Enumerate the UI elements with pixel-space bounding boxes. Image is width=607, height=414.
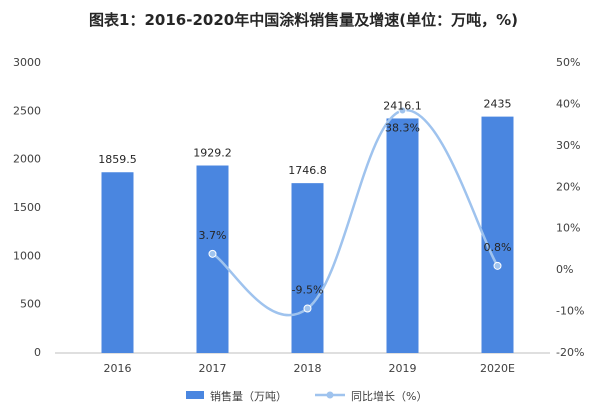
bar-2019	[386, 118, 419, 353]
bar-value-label: 1859.5	[98, 153, 137, 166]
x-tick-label: 2019	[389, 362, 417, 375]
y-left-tick-label: 2500	[13, 104, 41, 117]
bar-value-label: 1929.2	[193, 147, 232, 160]
growth-value-label: -9.5%	[292, 284, 324, 297]
legend-bar-swatch	[186, 391, 204, 399]
y-right-tick-label: -20%	[556, 346, 584, 359]
bar-2017	[196, 165, 229, 353]
y-left-tick-label: 1500	[13, 201, 41, 214]
y-right-tick-label: 20%	[556, 180, 580, 193]
y-left-tick-label: 1000	[13, 249, 41, 262]
legend-line-label: 同比增长（%）	[351, 389, 427, 403]
growth-point-2017	[208, 249, 217, 258]
x-tick-label: 2018	[294, 362, 322, 375]
legend-bar-label: 销售量（万吨）	[210, 389, 287, 403]
x-tick-label: 2016	[104, 362, 132, 375]
y-right-tick-label: 40%	[556, 97, 580, 110]
y-right-tick-label: 10%	[556, 222, 580, 235]
growth-value-label: 0.8%	[484, 241, 512, 254]
y-right-tick-label: 50%	[556, 56, 580, 69]
bar-value-label: 1746.8	[288, 164, 327, 177]
y-left-tick-label: 3000	[13, 56, 41, 69]
chart-title: 图表1：2016-2020年中国涂料销售量及增速(单位：万吨，%)	[89, 11, 518, 29]
growth-point-2019	[398, 106, 407, 115]
growth-value-label: 38.3%	[385, 121, 420, 134]
x-tick-label: 2020E	[480, 362, 515, 375]
y-left-tick-label: 2000	[13, 153, 41, 166]
bar-2018	[291, 183, 324, 353]
growth-point-2020E	[493, 261, 502, 270]
y-right-tick-label: 0%	[556, 263, 573, 276]
y-left-tick-label: 500	[20, 298, 41, 311]
growth-point-2018	[303, 304, 312, 313]
bar-value-label: 2416.1	[383, 99, 422, 112]
y-left-tick-label: 0	[34, 346, 41, 359]
y-right-tick-label: 30%	[556, 139, 580, 152]
growth-line	[211, 109, 499, 317]
bar-2016	[101, 172, 134, 353]
growth-value-label: 3.7%	[199, 229, 227, 242]
bar-value-label: 2435	[484, 98, 512, 111]
x-tick-label: 2017	[199, 362, 227, 375]
bar-2020E	[481, 116, 514, 353]
y-right-tick-label: -10%	[556, 305, 584, 318]
legend-line-marker	[326, 391, 334, 399]
